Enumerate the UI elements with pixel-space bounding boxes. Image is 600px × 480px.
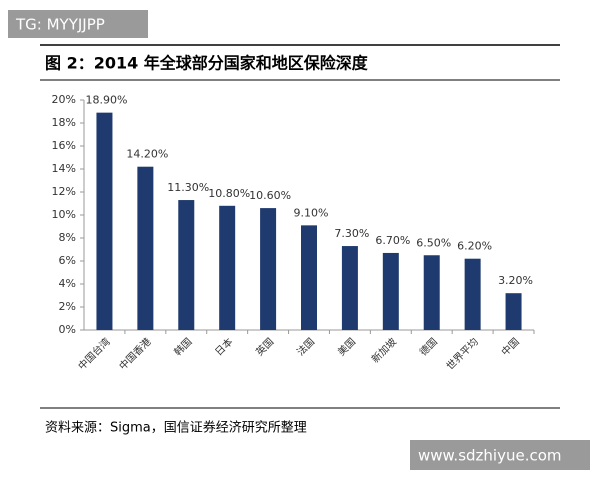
y-tick-label: 12% xyxy=(52,185,76,198)
bar xyxy=(423,255,440,330)
watermark-box xyxy=(8,10,148,38)
x-tick-label: 世界平均 xyxy=(444,336,481,373)
chart-title: 图 2：2014 年全球部分国家和地区保险深度 xyxy=(45,54,369,73)
bar xyxy=(260,208,277,330)
x-tick-label: 韩国 xyxy=(171,335,194,358)
value-label: 9.10% xyxy=(294,206,329,219)
bar xyxy=(505,293,522,330)
x-tick-label: 日本 xyxy=(212,335,235,358)
value-label: 3.20% xyxy=(498,274,533,287)
value-label: 6.20% xyxy=(457,240,492,253)
value-label: 7.30% xyxy=(334,227,369,240)
bar xyxy=(301,225,317,330)
y-tick-label: 6% xyxy=(59,254,76,267)
x-tick-label: 英国 xyxy=(253,335,276,358)
y-tick-label: 0% xyxy=(59,323,76,336)
value-label: 11.30% xyxy=(167,181,209,194)
x-tick-label: 中国台湾 xyxy=(75,335,112,372)
value-label: 10.60% xyxy=(249,189,291,202)
value-label: 6.70% xyxy=(375,234,410,247)
x-tick-label: 中国香港 xyxy=(116,335,153,372)
x-tick-label: 新加坡 xyxy=(369,335,399,365)
watermark: TG: MYYJJPP xyxy=(15,16,105,34)
y-tick-label: 14% xyxy=(52,162,76,175)
x-tick-label: 中国 xyxy=(498,335,521,358)
bar xyxy=(382,252,399,330)
source: 资料来源：Sigma，国信证券经济研究所整理 xyxy=(45,420,307,436)
y-tick-label: 2% xyxy=(59,300,76,313)
bar xyxy=(219,205,236,330)
watermark: www.sdzhiyue.com xyxy=(418,447,562,465)
x-tick-label: 美国 xyxy=(335,335,358,358)
value-label: 14.20% xyxy=(126,148,168,161)
y-tick-label: 8% xyxy=(59,231,76,244)
watermark-box xyxy=(410,440,590,470)
x-tick-label: 德国 xyxy=(417,335,440,358)
value-label: 6.50% xyxy=(416,236,451,249)
y-tick-label: 18% xyxy=(52,116,76,129)
bar xyxy=(96,112,113,331)
y-tick-label: 4% xyxy=(59,277,76,290)
y-tick-label: 16% xyxy=(52,139,76,152)
y-tick-label: 20% xyxy=(52,93,76,106)
bar xyxy=(178,200,195,330)
y-tick-label: 10% xyxy=(52,208,76,221)
bar xyxy=(137,166,154,330)
value-label: 10.80% xyxy=(208,187,250,200)
bar xyxy=(464,258,481,330)
bar xyxy=(341,246,358,330)
x-tick-label: 法国 xyxy=(294,335,317,358)
value-label: 18.90% xyxy=(85,94,127,107)
